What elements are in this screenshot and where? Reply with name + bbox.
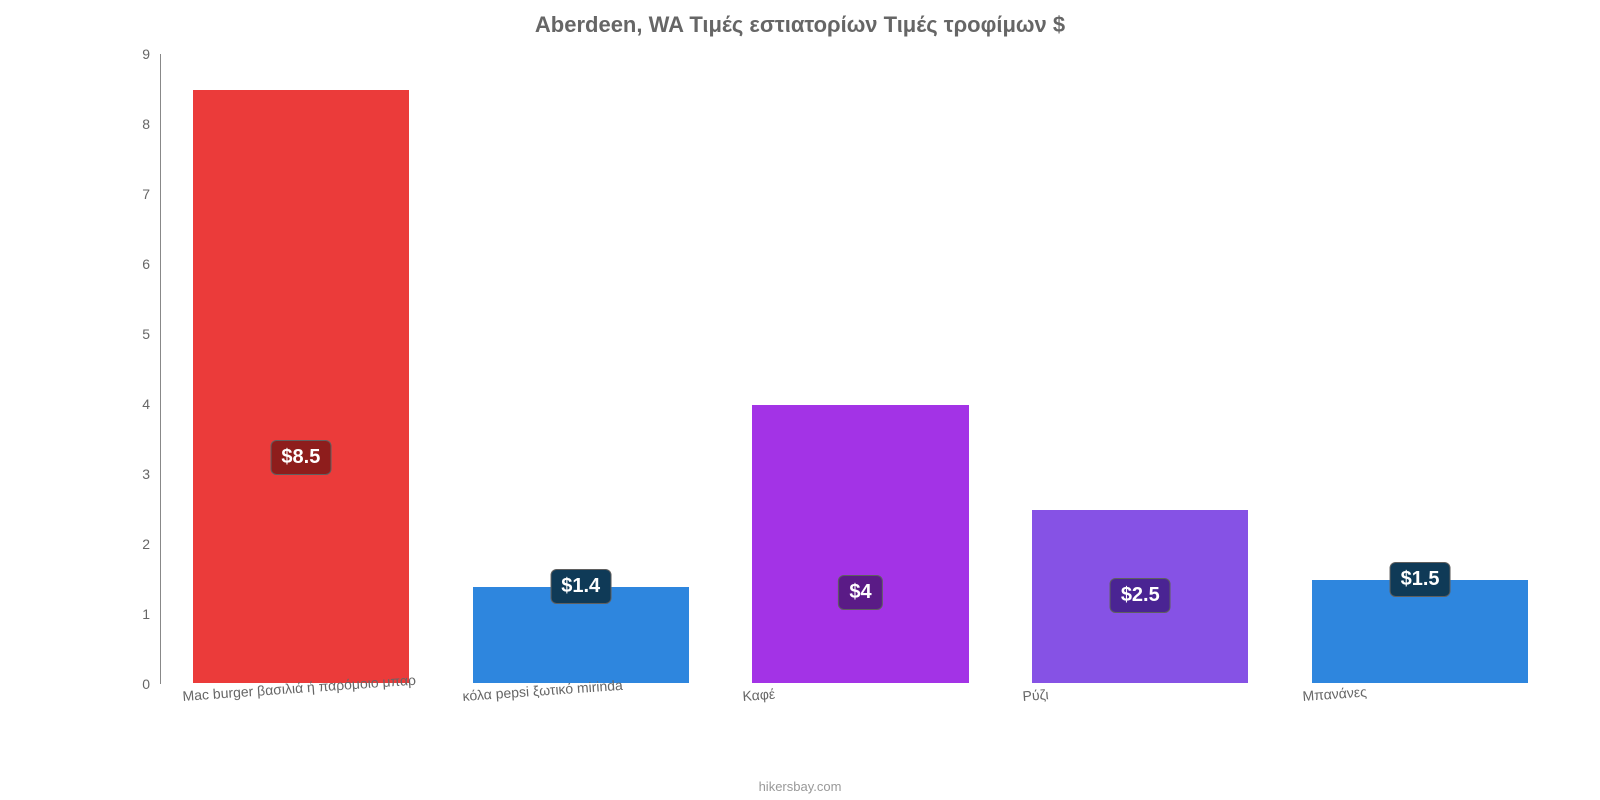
chart-title: Aberdeen, WA Τιμές εστιατορίων Τιμές τρο… <box>0 0 1600 44</box>
x-label: Μπανάνες <box>1280 684 1560 724</box>
bar-cola: $1.4 <box>472 586 690 684</box>
y-tick-label: 5 <box>120 326 150 342</box>
y-tick-label: 8 <box>120 116 150 132</box>
bar-value-label: $1.5 <box>1390 562 1451 597</box>
bar-slot: $2.5 <box>1000 54 1280 684</box>
y-tick-label: 0 <box>120 676 150 692</box>
plot-area: $8.5 $1.4 $4 $2.5 $1.5 <box>160 54 1560 684</box>
x-label-text: Καφέ <box>742 686 776 704</box>
bar-rice: $2.5 <box>1031 509 1249 684</box>
y-tick-label: 7 <box>120 186 150 202</box>
x-label: Mac burger βασιλιά ή παρόμοιο μπαρ <box>160 684 440 724</box>
x-label-text: Μπανάνες <box>1302 684 1367 704</box>
bar-value-label: $1.4 <box>550 569 611 604</box>
y-tick-label: 1 <box>120 606 150 622</box>
y-axis: 0 1 2 3 4 5 6 7 8 9 <box>120 54 160 684</box>
y-tick-label: 9 <box>120 46 150 62</box>
y-tick-label: 6 <box>120 256 150 272</box>
x-label: Ρύζι <box>1000 684 1280 724</box>
x-axis-labels: Mac burger βασιλιά ή παρόμοιο μπαρ κόλα … <box>160 684 1560 724</box>
y-tick-label: 2 <box>120 536 150 552</box>
bar-slot: $8.5 <box>161 54 441 684</box>
y-tick-label: 4 <box>120 396 150 412</box>
bar-slot: $4 <box>721 54 1001 684</box>
bar-bananas: $1.5 <box>1311 579 1529 684</box>
x-label-text: Ρύζι <box>1022 686 1049 704</box>
bars-group: $8.5 $1.4 $4 $2.5 $1.5 <box>161 54 1560 684</box>
bar-mac-burger: $8.5 <box>192 89 410 684</box>
bar-slot: $1.5 <box>1280 54 1560 684</box>
y-tick-label: 3 <box>120 466 150 482</box>
bar-value-label: $2.5 <box>1110 578 1171 613</box>
bar-value-label: $8.5 <box>270 440 331 475</box>
chart-container: 0 1 2 3 4 5 6 7 8 9 $8.5 $1.4 $4 <box>120 44 1560 724</box>
x-label: κόλα pepsi ξωτικό mirinda <box>440 684 720 724</box>
x-label: Καφέ <box>720 684 1000 724</box>
footer-credit: hikersbay.com <box>0 779 1600 794</box>
bar-value-label: $4 <box>838 575 882 610</box>
bar-coffee: $4 <box>751 404 969 684</box>
bar-slot: $1.4 <box>441 54 721 684</box>
